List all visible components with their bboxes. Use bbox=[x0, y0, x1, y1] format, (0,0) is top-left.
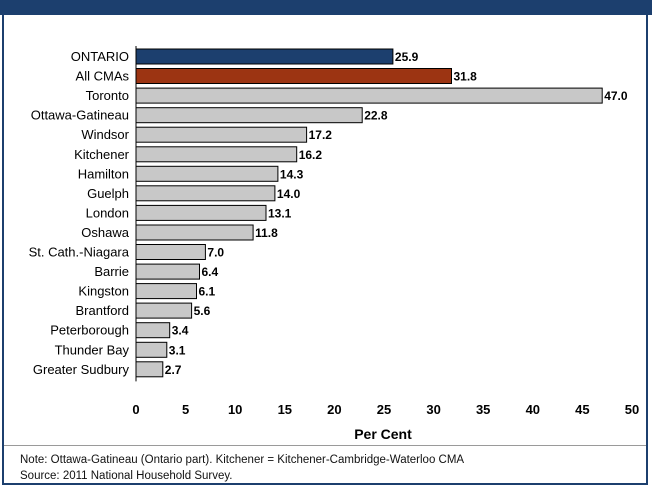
bar-hamilton bbox=[135, 165, 279, 182]
value-label: 2.7 bbox=[165, 363, 182, 377]
x-tick-label: 40 bbox=[526, 402, 540, 417]
value-label: 47.0 bbox=[604, 89, 628, 103]
category-label: Oshawa bbox=[81, 225, 129, 240]
value-label: 11.8 bbox=[255, 226, 278, 240]
value-label: 5.6 bbox=[194, 304, 211, 318]
value-label: 31.8 bbox=[454, 70, 478, 84]
bar-ontario bbox=[135, 48, 394, 65]
value-label: 6.1 bbox=[199, 285, 216, 299]
bar-windsor bbox=[135, 126, 308, 143]
value-label: 6.4 bbox=[202, 265, 219, 279]
plot-area bbox=[4, 15, 646, 446]
bar-peterborough bbox=[135, 322, 171, 339]
x-tick-label: 50 bbox=[625, 402, 639, 417]
category-label: Greater Sudbury bbox=[33, 362, 130, 377]
bar-ottawa-gatineau bbox=[135, 107, 363, 124]
bar-brantford bbox=[135, 302, 193, 319]
category-label: Kitchener bbox=[74, 147, 130, 162]
x-tick-label: 45 bbox=[575, 402, 589, 417]
bar-barrie bbox=[135, 263, 200, 280]
category-label: Thunder Bay bbox=[55, 342, 130, 357]
category-label: Toronto bbox=[86, 88, 129, 103]
category-label: Brantford bbox=[76, 303, 129, 318]
x-tick-label: 0 bbox=[132, 402, 139, 417]
bar-all-cmas bbox=[135, 68, 452, 84]
chart-frame bbox=[2, 15, 648, 485]
bar-guelph bbox=[135, 185, 276, 202]
category-label: All CMAs bbox=[76, 69, 130, 84]
bar-oshawa bbox=[135, 224, 254, 241]
bar-kingston bbox=[135, 283, 197, 300]
x-tick-label: 10 bbox=[228, 402, 242, 417]
category-label: Hamilton bbox=[78, 166, 129, 181]
x-tick-label: 30 bbox=[426, 402, 440, 417]
footnotes: Note: Ottawa-Gatineau (Ontario part). Ki… bbox=[20, 452, 464, 484]
bar-thunder-bay bbox=[135, 341, 168, 358]
x-tick-label: 20 bbox=[327, 402, 341, 417]
x-axis-title: Per Cent bbox=[354, 426, 412, 442]
x-tick-label: 5 bbox=[182, 402, 189, 417]
source-text: Source: 2011 National Household Survey. bbox=[20, 470, 233, 482]
value-label: 7.0 bbox=[207, 246, 224, 260]
category-label: ONTARIO bbox=[71, 49, 129, 64]
value-label: 22.8 bbox=[364, 109, 388, 123]
value-label: 14.3 bbox=[280, 167, 304, 181]
x-tick-label: 15 bbox=[278, 402, 292, 417]
x-tick-label: 25 bbox=[377, 402, 391, 417]
category-label: St. Cath.-Niagara bbox=[29, 245, 130, 260]
value-label: 13.1 bbox=[268, 206, 292, 220]
value-label: 14.0 bbox=[277, 187, 301, 201]
value-label: 25.9 bbox=[395, 50, 419, 64]
category-label: Windsor bbox=[81, 127, 129, 142]
header-band bbox=[0, 0, 652, 15]
note-text: Note: Ottawa-Gatineau (Ontario part). Ki… bbox=[20, 454, 465, 466]
bar-toronto bbox=[135, 87, 603, 104]
category-label: Ottawa-Gatineau bbox=[31, 108, 129, 123]
bar-london bbox=[135, 204, 267, 221]
value-labels: 25.9 31.8 47.0 22.8 17.2 16.2 14.3 14.0 13.1 11.8… bbox=[165, 50, 628, 377]
value-label: 3.1 bbox=[169, 343, 186, 357]
value-label: 3.4 bbox=[172, 324, 189, 338]
bar-st-cath-niagara bbox=[135, 244, 206, 260]
category-labels: ONTARIO All CMAs Toronto Ottawa-Gatineau Win… bbox=[29, 49, 130, 377]
value-label: 16.2 bbox=[299, 148, 323, 162]
category-label: Kingston bbox=[78, 284, 129, 299]
category-label: Barrie bbox=[94, 264, 129, 279]
bar-greater-sudbury bbox=[135, 361, 164, 378]
bars bbox=[135, 48, 603, 378]
category-label: Peterborough bbox=[50, 323, 129, 338]
category-label: London bbox=[86, 205, 129, 220]
x-axis: 0 5 10 15 20 25 30 35 40 45 50 bbox=[132, 46, 639, 417]
bar-kitchener bbox=[135, 146, 298, 163]
category-label: Guelph bbox=[87, 186, 129, 201]
value-label: 17.2 bbox=[309, 128, 333, 142]
x-tick-label: 35 bbox=[476, 402, 490, 417]
